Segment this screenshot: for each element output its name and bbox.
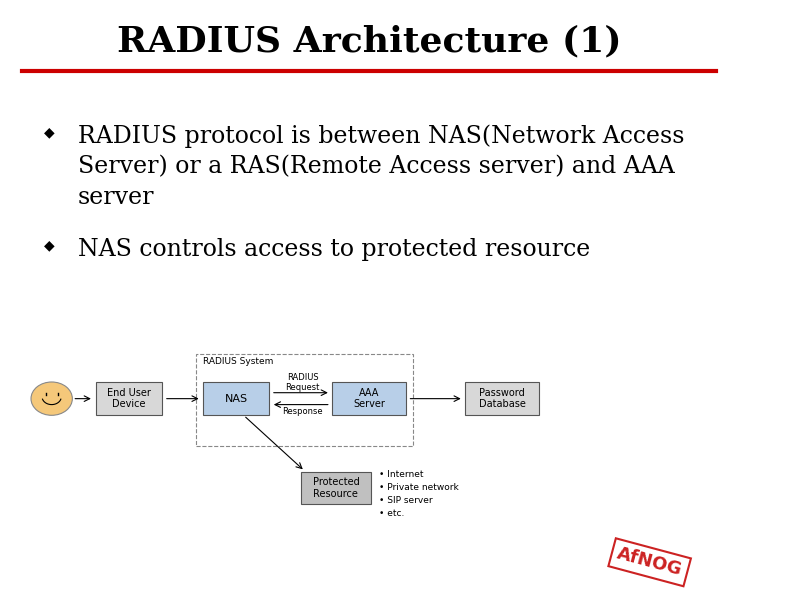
FancyBboxPatch shape (203, 383, 269, 415)
Text: NAS: NAS (225, 394, 248, 403)
Text: ◆: ◆ (44, 238, 55, 252)
FancyBboxPatch shape (301, 471, 371, 505)
Text: ◆: ◆ (44, 125, 55, 139)
FancyBboxPatch shape (96, 383, 163, 415)
Text: • etc.: • etc. (379, 509, 404, 518)
Text: End User
Device: End User Device (107, 388, 151, 409)
Text: Response: Response (283, 407, 323, 416)
Text: RADIUS System: RADIUS System (203, 357, 273, 366)
Text: AfNOG: AfNOG (615, 545, 684, 580)
Text: RADIUS
Request: RADIUS Request (286, 373, 320, 392)
Text: Password
Database: Password Database (479, 388, 526, 409)
Text: Protected
Resource: Protected Resource (313, 477, 359, 499)
Text: AAA
Server: AAA Server (353, 388, 385, 409)
Text: • Private network: • Private network (379, 483, 458, 492)
Circle shape (31, 382, 72, 415)
Text: • Internet: • Internet (379, 470, 423, 479)
Text: RADIUS Architecture (1): RADIUS Architecture (1) (117, 24, 622, 59)
Text: • SIP server: • SIP server (379, 496, 433, 505)
Text: NAS controls access to protected resource: NAS controls access to protected resourc… (78, 238, 590, 261)
FancyBboxPatch shape (332, 383, 406, 415)
FancyBboxPatch shape (465, 383, 539, 415)
Text: RADIUS protocol is between NAS(Network Access
Server) or a RAS(Remote Access ser: RADIUS protocol is between NAS(Network A… (78, 125, 684, 209)
